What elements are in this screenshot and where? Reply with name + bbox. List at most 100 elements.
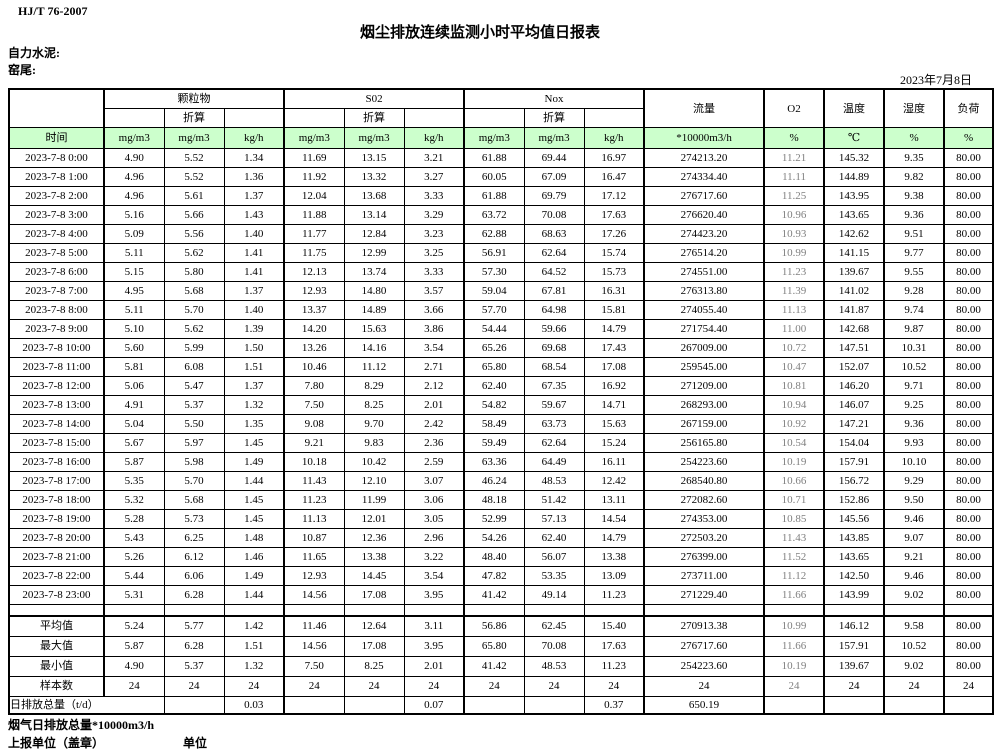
table-body: 2023-7-8 0:00 4.90 5.52 1.34 11.69 13.15 3.21 6… bbox=[8, 148, 994, 715]
value-cell: 80.00 bbox=[943, 509, 994, 529]
time-cell bbox=[8, 604, 105, 617]
data-row: 2023-7-8 13:00 4.91 5.37 1.32 7.50 8.25 2.01 54… bbox=[8, 395, 994, 415]
value-cell: 4.90 bbox=[103, 656, 165, 677]
value-cell bbox=[163, 696, 225, 715]
unit-cell: % bbox=[883, 127, 945, 149]
value-cell: 271209.00 bbox=[643, 376, 765, 396]
value-cell: 3.11 bbox=[403, 615, 465, 637]
summary-label-cell: 平均值 bbox=[8, 615, 105, 637]
value-cell: 3.29 bbox=[403, 205, 465, 225]
monitoring-table: 颗粒物 S02 Nox 流量 O2 温度 湿度 负荷 折算 折算 折算 bbox=[8, 88, 995, 715]
value-cell: 63.73 bbox=[523, 414, 585, 434]
value-cell: 276514.20 bbox=[643, 243, 765, 263]
value-cell: 268540.80 bbox=[643, 471, 765, 491]
value-cell bbox=[343, 604, 405, 617]
value-cell: 14.79 bbox=[583, 528, 645, 548]
value-cell: 274055.40 bbox=[643, 300, 765, 320]
value-cell bbox=[823, 604, 885, 617]
value-cell: 4.95 bbox=[103, 281, 165, 301]
value-cell: 5.15 bbox=[103, 262, 165, 282]
value-cell: 13.68 bbox=[343, 186, 405, 206]
value-cell: 10.99 bbox=[763, 243, 825, 263]
value-cell: 13.32 bbox=[343, 167, 405, 187]
value-cell: 5.09 bbox=[103, 224, 165, 244]
value-cell: 1.37 bbox=[223, 186, 285, 206]
data-row: 2023-7-8 18:00 5.32 5.68 1.45 11.23 11.99 3.06… bbox=[8, 490, 994, 510]
value-cell: 5.87 bbox=[103, 452, 165, 472]
value-cell: 15.81 bbox=[583, 300, 645, 320]
value-cell: 70.08 bbox=[523, 636, 585, 657]
value-cell: 14.79 bbox=[583, 319, 645, 339]
value-cell: 11.66 bbox=[763, 636, 825, 657]
summary-label-cell: 最大值 bbox=[8, 636, 105, 657]
summary-label-cell: 最小值 bbox=[8, 656, 105, 677]
time-cell: 2023-7-8 0:00 bbox=[8, 148, 105, 168]
value-cell bbox=[403, 604, 465, 617]
value-cell: 154.04 bbox=[823, 433, 885, 453]
value-cell: 1.40 bbox=[223, 224, 285, 244]
value-cell: 9.07 bbox=[883, 528, 945, 548]
value-cell: 143.95 bbox=[823, 186, 885, 206]
data-row: 2023-7-8 21:00 5.26 6.12 1.46 11.65 13.38 3.22… bbox=[8, 547, 994, 567]
value-cell: 11.12 bbox=[763, 566, 825, 586]
value-cell: 15.74 bbox=[583, 243, 645, 263]
value-cell: 1.44 bbox=[223, 471, 285, 491]
value-cell: 80.00 bbox=[943, 547, 994, 567]
value-cell bbox=[523, 696, 585, 715]
value-cell: 80.00 bbox=[943, 395, 994, 415]
value-cell: 5.66 bbox=[163, 205, 225, 225]
value-cell bbox=[283, 696, 345, 715]
value-cell: 80.00 bbox=[943, 148, 994, 168]
header-units-row: 时间 mg/m3 mg/m3 kg/h mg/m3 mg/m3 kg/h mg/… bbox=[8, 127, 994, 149]
value-cell: 48.18 bbox=[463, 490, 525, 510]
col-group-nox: Nox bbox=[463, 88, 645, 109]
value-cell: 10.66 bbox=[763, 471, 825, 491]
value-cell: 11.99 bbox=[343, 490, 405, 510]
value-cell: 2.96 bbox=[403, 528, 465, 548]
value-cell: 1.34 bbox=[223, 148, 285, 168]
value-cell: 5.52 bbox=[163, 148, 225, 168]
value-cell: 11.66 bbox=[763, 585, 825, 605]
time-cell: 2023-7-8 22:00 bbox=[8, 566, 105, 586]
value-cell: 9.21 bbox=[283, 433, 345, 453]
value-cell: 13.26 bbox=[283, 338, 345, 358]
value-cell: 10.10 bbox=[883, 452, 945, 472]
value-cell: 9.36 bbox=[883, 414, 945, 434]
value-cell bbox=[463, 696, 525, 715]
data-row: 2023-7-8 17:00 5.35 5.70 1.44 11.43 12.10 3.07… bbox=[8, 471, 994, 491]
value-cell: 46.24 bbox=[463, 471, 525, 491]
value-cell: 10.96 bbox=[763, 205, 825, 225]
value-cell: 3.06 bbox=[403, 490, 465, 510]
value-cell: 5.43 bbox=[103, 528, 165, 548]
value-cell bbox=[823, 696, 885, 715]
value-cell bbox=[163, 604, 225, 617]
time-cell: 2023-7-8 5:00 bbox=[8, 243, 105, 263]
value-cell: 15.73 bbox=[583, 262, 645, 282]
value-cell bbox=[643, 604, 765, 617]
value-cell: 1.36 bbox=[223, 167, 285, 187]
value-cell: 80.00 bbox=[943, 376, 994, 396]
data-row: 2023-7-8 2:00 4.96 5.61 1.37 12.04 13.68 3.33 6… bbox=[8, 186, 994, 206]
converted-label: 折算 bbox=[343, 108, 405, 128]
value-cell: 24 bbox=[283, 676, 345, 697]
value-cell: 16.97 bbox=[583, 148, 645, 168]
unit-cell: % bbox=[943, 127, 994, 149]
value-cell: 5.80 bbox=[163, 262, 225, 282]
data-row: 2023-7-8 9:00 5.10 5.62 1.39 14.20 15.63 3.86 5… bbox=[8, 319, 994, 339]
value-cell: 14.16 bbox=[343, 338, 405, 358]
value-cell: 254223.60 bbox=[643, 452, 765, 472]
value-cell: 3.54 bbox=[403, 566, 465, 586]
value-cell: 9.51 bbox=[883, 224, 945, 244]
value-cell: 1.51 bbox=[223, 357, 285, 377]
converted-label: 折算 bbox=[523, 108, 585, 128]
data-row: 2023-7-8 3:00 5.16 5.66 1.43 11.88 13.14 3.29 6… bbox=[8, 205, 994, 225]
value-cell: 5.70 bbox=[163, 471, 225, 491]
value-cell: 5.31 bbox=[103, 585, 165, 605]
value-cell: 13.38 bbox=[343, 547, 405, 567]
value-cell: 5.87 bbox=[103, 636, 165, 657]
value-cell: 9.50 bbox=[883, 490, 945, 510]
col-header-flow: 流量 bbox=[643, 88, 765, 128]
data-row: 2023-7-8 20:00 5.43 6.25 1.48 10.87 12.36 2.96… bbox=[8, 528, 994, 548]
value-cell: 3.66 bbox=[403, 300, 465, 320]
value-cell: 274213.20 bbox=[643, 148, 765, 168]
